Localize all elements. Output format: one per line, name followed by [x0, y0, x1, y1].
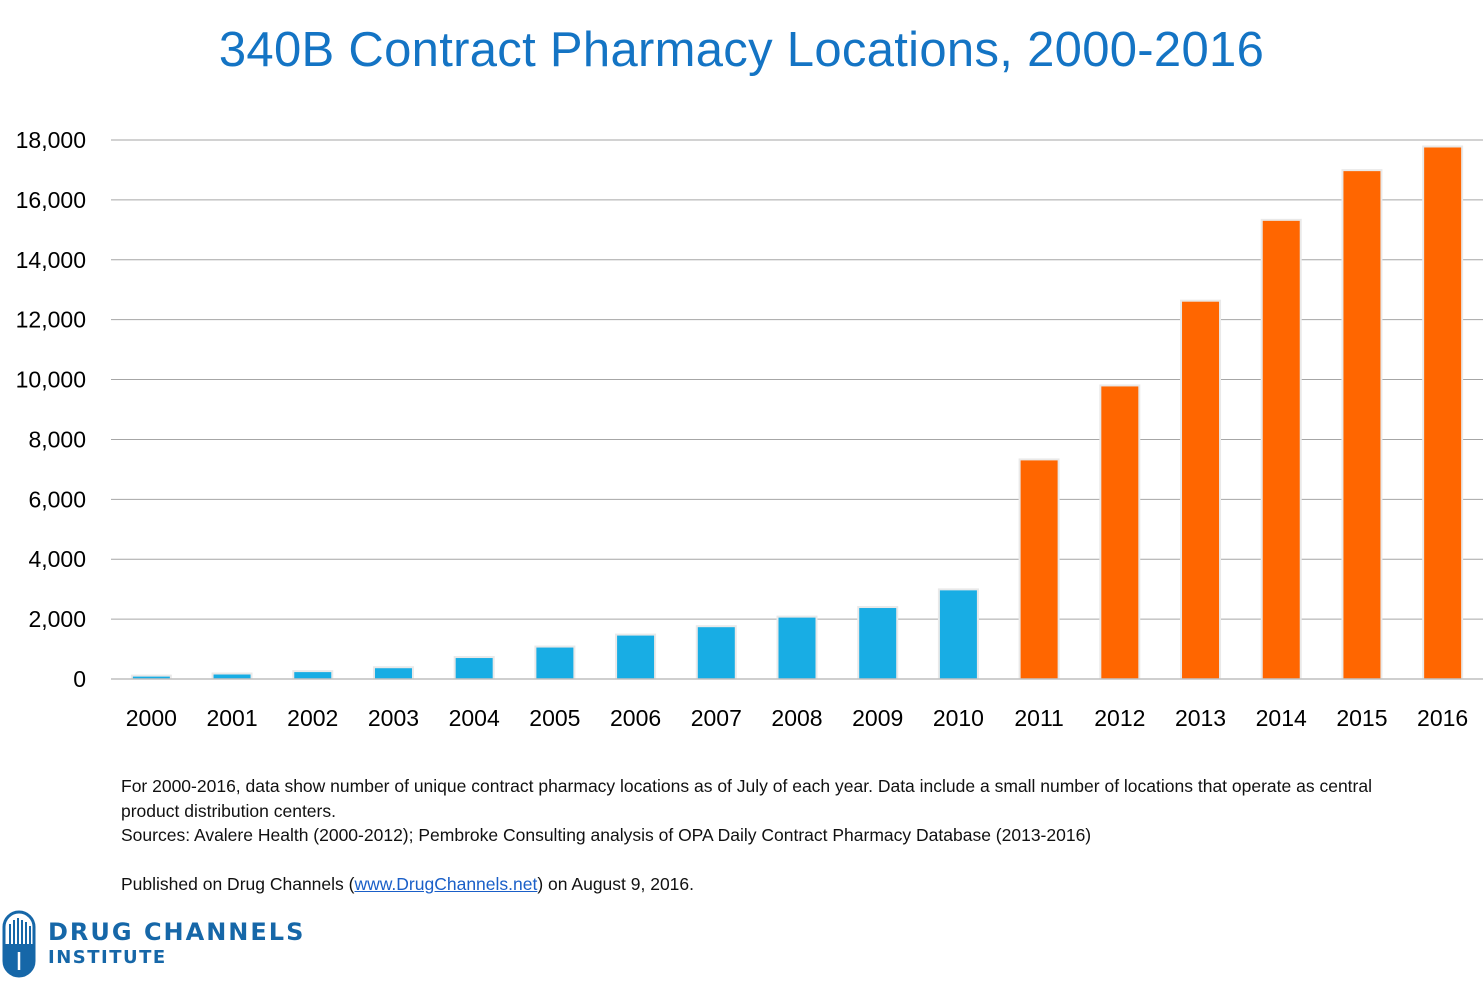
x-axis-tick-labels: 2000 2001 2002 2003 2004 2005 2006 2007 2008 2009…	[126, 705, 1468, 731]
bar-2011	[1020, 460, 1058, 679]
logo-text: DRUG CHANNELS INSTITUTE	[48, 918, 305, 970]
bar-2016	[1424, 147, 1462, 680]
bar-2008	[778, 617, 816, 679]
bars	[130, 145, 1464, 680]
published-prefix: Published on Drug Channels (	[121, 874, 355, 894]
x-tick-label: 2015	[1336, 705, 1387, 731]
x-tick-label: 2012	[1094, 705, 1145, 731]
drugchannels-link[interactable]: www.DrugChannels.net	[354, 874, 538, 894]
bar-2007	[697, 627, 735, 679]
chart-notes: For 2000-2016, data show number of uniqu…	[121, 774, 1421, 848]
chart-title: 340B Contract Pharmacy Locations, 2000-2…	[218, 23, 1265, 77]
bar-2003	[374, 668, 412, 679]
x-tick-label: 2008	[771, 705, 822, 731]
bar-2005	[536, 647, 574, 679]
x-tick-label: 2002	[287, 705, 338, 731]
y-tick-label: 14,000	[16, 247, 86, 273]
bar-2014	[1262, 220, 1300, 679]
x-tick-label: 2014	[1256, 705, 1307, 731]
y-tick-label: 2,000	[28, 606, 86, 632]
note-sources: Sources: Avalere Health (2000-2012); Pem…	[121, 825, 1092, 845]
x-tick-label: 2016	[1417, 705, 1468, 731]
y-tick-label: 16,000	[16, 187, 86, 213]
x-tick-label: 2010	[933, 705, 984, 731]
x-tick-label: 2003	[368, 705, 419, 731]
y-tick-label: 10,000	[16, 367, 86, 393]
bar-2006	[617, 635, 655, 679]
x-tick-label: 2006	[610, 705, 661, 731]
x-tick-label: 2004	[449, 705, 500, 731]
y-tick-label: 6,000	[28, 486, 86, 512]
published-suffix: ) on August 9, 2016.	[537, 874, 695, 894]
x-tick-label: 2000	[126, 705, 177, 731]
bar-2000	[132, 676, 170, 679]
x-tick-label: 2013	[1175, 705, 1226, 731]
x-tick-label: 2007	[691, 705, 742, 731]
x-tick-label: 2009	[852, 705, 903, 731]
bar-2010	[939, 590, 977, 679]
x-tick-label: 2001	[206, 705, 257, 731]
gridlines	[111, 139, 1483, 620]
bar-2015	[1343, 171, 1381, 680]
y-tick-label: 8,000	[28, 426, 86, 452]
bar-2012	[1101, 386, 1139, 679]
bar-2001	[213, 674, 251, 679]
published-line: Published on Drug Channels (www.DrugChan…	[121, 874, 694, 895]
bar-2002	[294, 672, 332, 679]
y-tick-label: 4,000	[28, 546, 86, 572]
bar-2009	[859, 608, 897, 679]
y-tick-label: 18,000	[16, 127, 86, 153]
y-axis-tick-labels: 0 2,000 4,000 6,000 8,000 10,000 12,000 14,000 1…	[16, 127, 86, 692]
note-data-description: For 2000-2016, data show number of uniqu…	[121, 776, 1372, 821]
logo-line-1: DRUG CHANNELS	[48, 918, 306, 946]
bar-2004	[455, 658, 493, 679]
x-tick-label: 2005	[529, 705, 580, 731]
bar-chart: 0 2,000 4,000 6,000 8,000 10,000 12,000 14,000 1…	[16, 127, 1483, 731]
x-tick-label: 2011	[1014, 705, 1063, 731]
bar-2013	[1182, 301, 1220, 679]
y-tick-label: 12,000	[16, 307, 86, 333]
drug-channels-logo-icon	[2, 910, 36, 978]
logo-line-2: INSTITUTE	[48, 947, 167, 968]
y-tick-label: 0	[73, 666, 86, 692]
